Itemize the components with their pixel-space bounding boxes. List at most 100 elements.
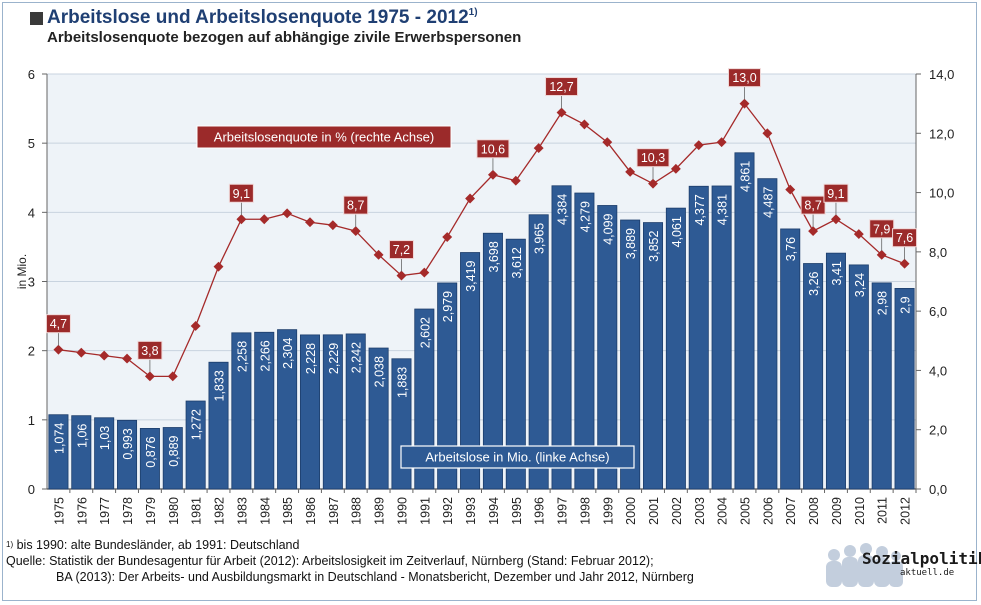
- rate-label-box: [476, 139, 510, 159]
- rate-label-box: [823, 183, 849, 203]
- rate-label-text: 3,8: [141, 344, 158, 358]
- x-tick-label: 1975: [52, 497, 66, 525]
- x-tick-label: 1981: [190, 497, 204, 525]
- rate-label-box: [137, 340, 163, 360]
- rate-label-text: 7,2: [393, 243, 410, 257]
- rate-point: [144, 371, 155, 382]
- bar-value-label: 3,852: [647, 231, 661, 262]
- rate-point: [167, 371, 178, 382]
- x-tick-label: 2000: [624, 497, 638, 525]
- x-tick-label: 1995: [510, 497, 524, 525]
- x-tick-label: 1999: [601, 497, 615, 525]
- rate-point: [282, 208, 293, 219]
- x-tick-label: 1991: [418, 497, 432, 525]
- bar: [299, 334, 320, 490]
- x-tick-label: 1980: [167, 497, 181, 525]
- bar-value-label: 2,266: [258, 340, 272, 371]
- bar-value-label: 4,061: [670, 216, 684, 247]
- bar: [482, 232, 503, 490]
- x-tick-label: 1997: [556, 497, 570, 525]
- bar: [757, 178, 778, 490]
- rate-point: [579, 119, 590, 130]
- bar-value-label: 3,612: [510, 247, 524, 278]
- x-tick-label: 2012: [899, 497, 913, 525]
- rate-label-box: [228, 183, 254, 203]
- line-series-name: Arbeitslosenquote in % (rechte Achse): [214, 130, 434, 145]
- bar-value-label: 4,861: [738, 161, 752, 192]
- people-crowd-icon: [826, 543, 903, 587]
- rate-point: [213, 261, 224, 272]
- bar-value-label: 4,487: [761, 187, 775, 218]
- bar-value-label: 2,98: [876, 291, 890, 315]
- x-tick-label: 1986: [304, 497, 318, 525]
- bar-series-name: Arbeitslose in Mio. (linke Achse): [425, 450, 609, 465]
- bar: [437, 282, 458, 490]
- x-tick-label: 1994: [487, 497, 501, 525]
- x-tick-label: 2008: [807, 497, 821, 525]
- title-row: Arbeitslose und Arbeitslosenquote 1975 -…: [30, 6, 478, 30]
- rate-label-text: 8,7: [347, 199, 364, 213]
- rate-point: [762, 128, 773, 139]
- x-tick-label: 1985: [281, 497, 295, 525]
- bar-value-label: 2,242: [350, 342, 364, 373]
- x-tick-label: 2002: [670, 497, 684, 525]
- x-tick-label: 1983: [235, 497, 249, 525]
- chart-canvas: 0 1 2 3 4 5 6 0,0 2,0 4,0 6,0 8,0 10,0 12,0 14,0 in Mio…: [15, 67, 954, 525]
- rate-label-text: 7,9: [873, 222, 890, 236]
- bar-value-label: 2,602: [418, 317, 432, 348]
- bar: [414, 308, 435, 490]
- bar-value-label: 2,9: [899, 296, 913, 313]
- bar: [162, 427, 183, 490]
- bar-value-label: 3,76: [784, 237, 798, 261]
- bar-value-label: 3,965: [533, 223, 547, 254]
- rate-point: [190, 321, 201, 331]
- x-tick-label: 2005: [738, 497, 752, 525]
- rate-label-box: [892, 228, 918, 248]
- x-tick-label: 1978: [121, 497, 135, 525]
- rate-point: [259, 214, 270, 225]
- bar-value-label: 2,228: [304, 343, 318, 374]
- x-tick-label: 1993: [464, 497, 478, 525]
- rate-point: [739, 98, 750, 109]
- bar-value-label: 3,41: [830, 261, 844, 285]
- bar-value-label: 3,24: [853, 273, 867, 297]
- bar: [231, 332, 252, 490]
- bar: [139, 428, 160, 490]
- bar-value-label: 4,279: [578, 201, 592, 232]
- footnote: 1) bis 1990: alte Bundesländer, ab 1991:…: [6, 537, 694, 553]
- bar: [185, 400, 206, 490]
- x-tick-label: 2006: [761, 497, 775, 525]
- bar: [643, 222, 664, 490]
- x-tick-label: 2007: [784, 497, 798, 525]
- chart-title: Arbeitslose und Arbeitslosenquote 1975 -…: [47, 6, 478, 30]
- bar: [208, 361, 229, 490]
- x-tick-label: 1982: [213, 497, 227, 525]
- bar: [277, 329, 298, 490]
- x-tick-label: 1987: [327, 497, 341, 525]
- bar: [505, 238, 526, 490]
- chart-subtitle: Arbeitslosenquote bezogen auf abhängige …: [47, 29, 522, 46]
- rate-label-box: [343, 195, 369, 215]
- x-tick-label: 2011: [876, 497, 890, 524]
- x-tick-label: 1979: [144, 497, 158, 525]
- left-axis-tick-label: 6: [28, 67, 35, 82]
- bar: [322, 334, 343, 490]
- rate-label-box: [636, 148, 670, 168]
- bar: [803, 263, 824, 490]
- rate-label-box: [727, 68, 761, 88]
- rate-label-box: [45, 314, 71, 334]
- x-tick-label: 1992: [441, 497, 455, 525]
- rate-point: [442, 232, 453, 242]
- line-series-name-box: [196, 125, 452, 149]
- left-axis-tick-label: 0: [28, 482, 35, 497]
- bar-value-label: 3,26: [807, 271, 821, 295]
- rate-point: [693, 140, 704, 151]
- x-tick-label: 1989: [373, 497, 387, 525]
- rate-label-box: [388, 240, 414, 260]
- left-axis-tick-label: 5: [28, 136, 35, 151]
- bar: [528, 214, 549, 490]
- bar-value-label: 1,06: [75, 424, 89, 448]
- rate-point: [327, 220, 338, 231]
- bar-value-label: 3,698: [487, 241, 501, 272]
- bar: [688, 185, 709, 490]
